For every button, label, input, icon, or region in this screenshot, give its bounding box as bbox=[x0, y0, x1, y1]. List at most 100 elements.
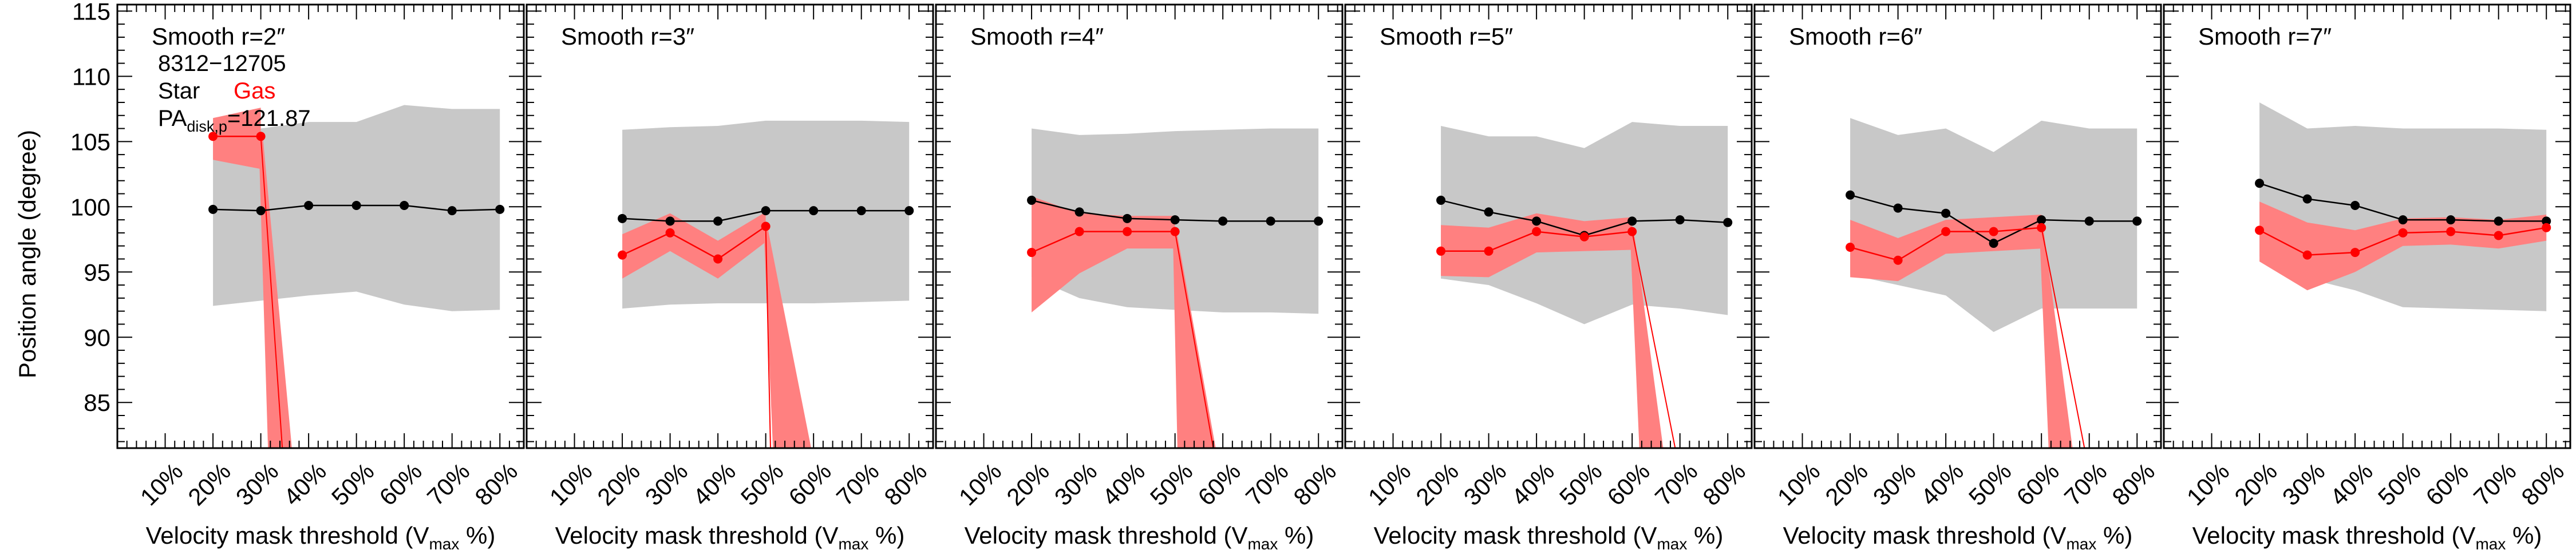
x-tick-label: 40% bbox=[688, 458, 741, 511]
x-tick-label: 20% bbox=[1820, 458, 1873, 511]
panel-5-plot-area bbox=[1846, 118, 2142, 448]
panel-4-gas-band bbox=[1441, 213, 1633, 278]
x-tick-label: 10% bbox=[544, 458, 598, 511]
panel-4-star-point bbox=[1723, 217, 1733, 227]
panel-6-star-point bbox=[2494, 216, 2503, 226]
x-tick-label: 60% bbox=[1192, 458, 1246, 511]
y-tick-label: 100 bbox=[70, 193, 110, 220]
x-tick-label: 10% bbox=[135, 458, 188, 511]
x-tick-label: 40% bbox=[1506, 458, 1559, 511]
panel-1-annotations: 8312−12705 Star Gas PAdisk,p=121.87 bbox=[158, 51, 311, 135]
panel-2-frame bbox=[526, 3, 934, 449]
panel-2-star-point bbox=[856, 206, 866, 216]
panel-4-frame bbox=[1344, 3, 1753, 449]
panel-5-gas-point bbox=[1893, 255, 1903, 265]
panel-3-title: Smooth r=4″ bbox=[970, 23, 1104, 50]
panel-2-x-axis-label: Velocity mask threshold (Vmax %) bbox=[555, 522, 905, 553]
x-tick-label: 10% bbox=[954, 458, 1007, 511]
panel-6-star-point bbox=[2398, 215, 2408, 225]
panel-6-star-point bbox=[2255, 179, 2265, 188]
x-tick-label: 50% bbox=[1145, 458, 1198, 511]
panel-3-star-point bbox=[1027, 195, 1037, 205]
panel-4-title: Smooth r=5″ bbox=[1380, 23, 1513, 50]
y-tick-label: 95 bbox=[84, 259, 110, 286]
panel-3-gas-point bbox=[1074, 227, 1084, 236]
panel-2-title: Smooth r=3″ bbox=[561, 23, 694, 50]
legend-star-label: Star bbox=[158, 78, 200, 104]
panel-6-gas-point bbox=[2446, 227, 2456, 236]
panel-1-gas-point bbox=[208, 132, 218, 141]
panel-5-gas-drop-band bbox=[2039, 224, 2073, 448]
panel-2-gas-point bbox=[761, 221, 771, 231]
panel-3-gas-point bbox=[1123, 227, 1132, 236]
x-tick-label: 30% bbox=[231, 458, 284, 511]
panel-4-gas-point bbox=[1436, 246, 1446, 256]
y-tick-label: 90 bbox=[84, 324, 110, 351]
panel-4-gas-drop-line bbox=[1631, 231, 1676, 448]
x-tick-label: 50% bbox=[2373, 458, 2426, 511]
y-tick-label: 85 bbox=[84, 389, 110, 416]
panel-5-star-point bbox=[1941, 208, 1951, 218]
panel-4-star-point bbox=[1484, 207, 1494, 217]
panel-5-star-point bbox=[1893, 203, 1903, 213]
pa-prefix: PA bbox=[158, 106, 187, 131]
galaxy-id-label: 8312−12705 bbox=[158, 51, 286, 76]
x-tick-label: 30% bbox=[640, 458, 693, 511]
panel-3-star-point bbox=[1123, 213, 1132, 223]
panel-2-plot-area bbox=[618, 120, 914, 448]
panel-6-star-point bbox=[2302, 194, 2312, 204]
x-tick-label: 60% bbox=[374, 458, 427, 511]
panel-5-gas-point bbox=[1941, 227, 1951, 236]
panel-3-gas-drop-line bbox=[1174, 231, 1214, 448]
panels-layer: 85909510010511011510%20%30%40%50%60%70%8… bbox=[70, 0, 2571, 553]
x-tick-label: 50% bbox=[1963, 458, 2017, 511]
pa-disk-label: PAdisk,p=121.87 bbox=[158, 106, 311, 135]
panel-3: 10%20%30%40%50%60%70%80% Smooth r=4″ Veloc… bbox=[935, 3, 1344, 553]
panel-2-gas-point bbox=[618, 250, 627, 260]
panel-1-gas-point bbox=[256, 132, 266, 141]
panel-4-gas-point bbox=[1579, 232, 1589, 242]
x-tick-label: 80% bbox=[469, 458, 523, 511]
y-tick-label: 110 bbox=[72, 63, 110, 90]
panel-6-gas-point bbox=[2398, 228, 2408, 238]
panel-3-star-point bbox=[1170, 215, 1180, 225]
panel-5-star-point bbox=[1989, 239, 1998, 248]
panel-3-star-point bbox=[1218, 216, 1228, 226]
panel-4-gas-drop-band bbox=[1630, 228, 1664, 448]
legend-gas-label: Gas bbox=[234, 78, 275, 104]
x-tick-label: 20% bbox=[592, 458, 645, 511]
panel-6: 10%20%30%40%50%60%70%80% Smooth r=7″ Veloc… bbox=[2163, 3, 2571, 553]
panel-5-gas-point bbox=[1989, 227, 1998, 236]
x-tick-label: 30% bbox=[2277, 458, 2330, 511]
x-tick-label: 10% bbox=[2182, 458, 2235, 511]
y-tick-label: 115 bbox=[72, 0, 110, 25]
x-tick-label: 20% bbox=[183, 458, 236, 511]
x-tick-label: 30% bbox=[1868, 458, 1921, 511]
panel-1-star-point bbox=[400, 201, 409, 211]
panel-2-gas-drop-line bbox=[765, 226, 771, 448]
panel-4-gas-point bbox=[1484, 246, 1494, 256]
panel-6-title: Smooth r=7″ bbox=[2198, 23, 2332, 50]
panel-5-star-point bbox=[1846, 190, 1855, 200]
y-axis-label: Position angle (degree) bbox=[14, 130, 41, 378]
panel-4-plot-area bbox=[1436, 122, 1733, 448]
x-tick-label: 40% bbox=[2325, 458, 2378, 511]
panel-4-gas-point bbox=[1532, 227, 1542, 236]
panel-1: 85909510010511011510%20%30%40%50%60%70%8… bbox=[70, 0, 525, 553]
panel-1-star-point bbox=[447, 206, 457, 216]
panel-2-star-point bbox=[761, 206, 771, 216]
panel-6-gas-point bbox=[2542, 223, 2551, 232]
panel-6-star-point bbox=[2542, 216, 2551, 226]
x-tick-label: 10% bbox=[1772, 458, 1826, 511]
panel-6-plot-area bbox=[2255, 102, 2551, 311]
panel-2-gas-line bbox=[622, 225, 767, 260]
x-tick-label: 70% bbox=[1650, 458, 1703, 511]
panel-3-frame bbox=[935, 3, 1344, 449]
panel-6-frame bbox=[2163, 3, 2571, 449]
panel-5-star-point bbox=[2037, 215, 2046, 225]
panel-1-x-axis-label: Velocity mask threshold (Vmax %) bbox=[146, 522, 496, 553]
x-tick-label: 30% bbox=[1049, 458, 1103, 511]
panel-1-star-point bbox=[304, 201, 314, 211]
x-tick-label: 40% bbox=[1097, 458, 1150, 511]
